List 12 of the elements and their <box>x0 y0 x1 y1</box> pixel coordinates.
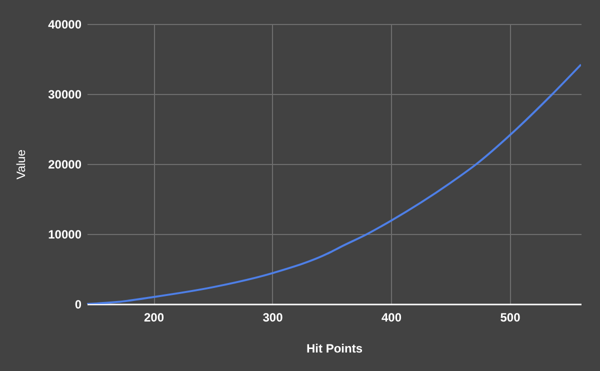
x-axis-title: Hit Points <box>306 342 363 356</box>
x-tick-label: 500 <box>500 310 521 324</box>
x-tick-label: 300 <box>262 310 284 324</box>
y-tick-label: 30000 <box>48 88 82 102</box>
x-tick-label: 400 <box>381 310 402 324</box>
y-tick-label: 40000 <box>48 18 82 32</box>
y-tick-label: 0 <box>74 298 82 312</box>
x-tick-label: 200 <box>144 310 164 324</box>
y-axis-title: Value <box>14 149 28 180</box>
y-tick-label: 10000 <box>48 228 82 242</box>
y-tick-label: 20000 <box>48 158 82 172</box>
line-series <box>87 64 581 304</box>
